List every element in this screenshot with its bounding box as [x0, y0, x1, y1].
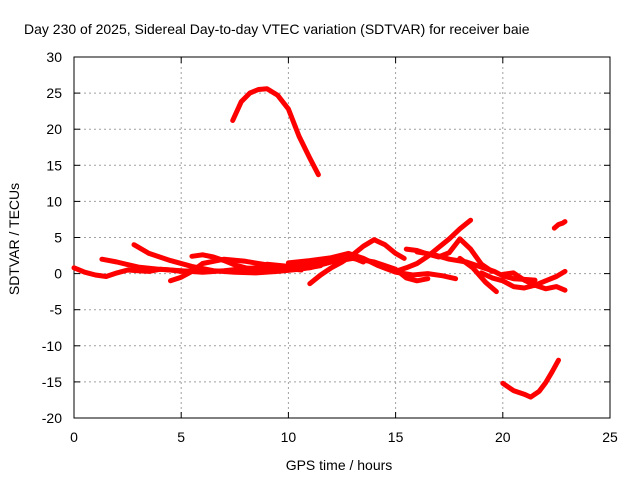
series-line-arc-17: [551, 219, 568, 231]
y-tick-label: 25: [46, 85, 62, 101]
grid: [74, 57, 610, 418]
series-line-arc-14: [478, 268, 568, 291]
y-tick-label: -15: [42, 374, 62, 390]
y-tick-label: 5: [54, 230, 62, 246]
series-line-arc-13: [457, 255, 499, 295]
series-line-arc-15: [500, 270, 568, 293]
series-line-arc-10: [393, 217, 474, 274]
x-tick-label: 5: [177, 429, 185, 445]
y-tick-label: -10: [42, 338, 62, 354]
y-tick-label: 0: [54, 266, 62, 282]
chart-title: Day 230 of 2025, Sidereal Day-to-day VTE…: [24, 21, 530, 37]
series-line-arc-16: [500, 357, 561, 400]
x-tick-label: 10: [281, 429, 297, 445]
y-tick-label: 20: [46, 121, 62, 137]
y-tick-label: 15: [46, 157, 62, 173]
x-axis-title: GPS time / hours: [286, 457, 393, 473]
y-axis-title: SDTVAR / TECUs: [6, 183, 22, 295]
x-tick-label: 20: [495, 429, 511, 445]
series-line-arc-6: [230, 86, 321, 178]
axis-ticks: 0 5 10 15 20 25 -20 -15 -10 -5 0 5 10 15 20 25 30: [42, 49, 618, 445]
y-tick-label: -5: [50, 302, 63, 318]
series-line-arc-9: [285, 250, 459, 282]
data-series: [71, 86, 568, 400]
y-tick-label: 30: [46, 49, 62, 65]
y-tick-label: 10: [46, 193, 62, 209]
y-tick-label: -20: [42, 410, 62, 426]
x-tick-label: 15: [388, 429, 404, 445]
x-tick-label: 0: [70, 429, 78, 445]
series-line-arc-7: [307, 237, 407, 287]
x-tick-label: 25: [602, 429, 618, 445]
